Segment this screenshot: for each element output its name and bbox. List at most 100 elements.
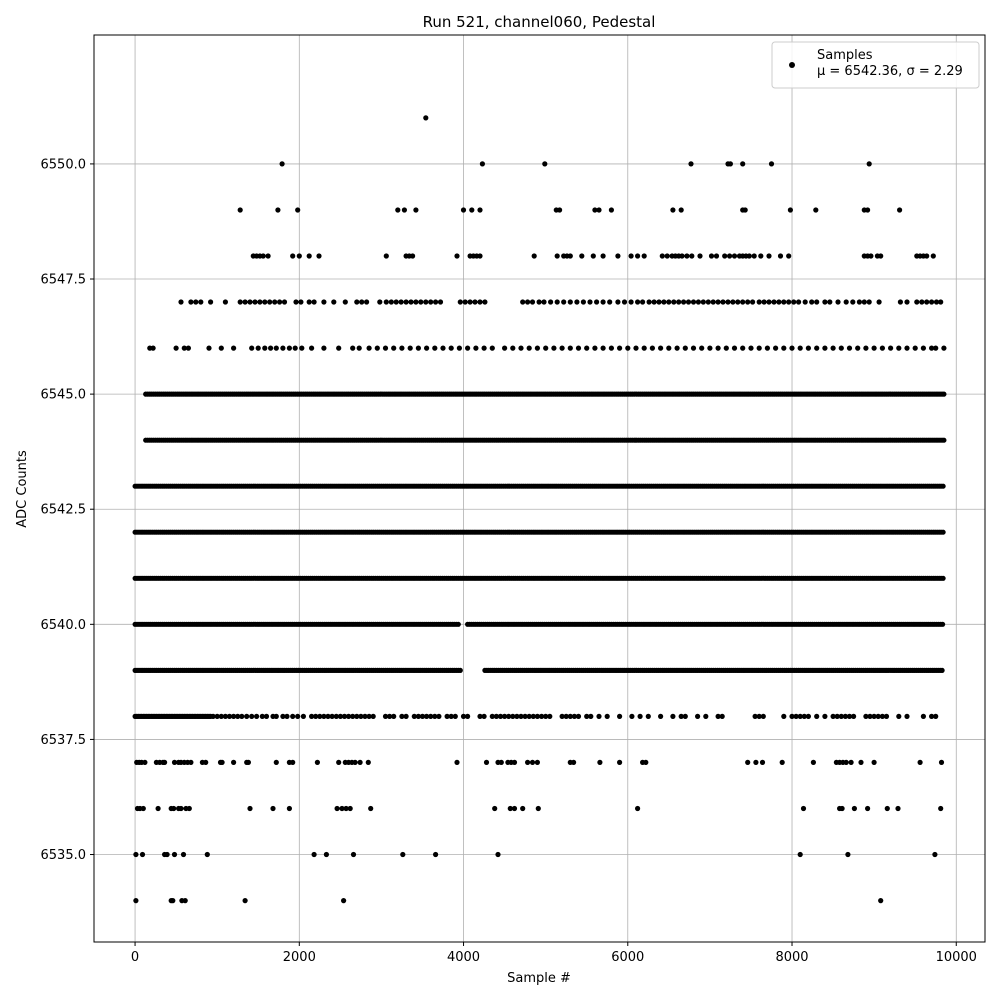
data-point: [705, 299, 711, 305]
data-point: [938, 805, 944, 812]
data-point: [334, 805, 340, 812]
plot-frame: [93, 34, 986, 943]
data-point: [689, 253, 695, 259]
data-point: [296, 253, 302, 259]
data-point: [313, 713, 319, 720]
data-point: [321, 299, 327, 305]
data-point: [671, 299, 677, 305]
data-point: [454, 759, 460, 766]
data-point: [242, 898, 248, 904]
data-point: [522, 713, 528, 720]
data-point: [597, 759, 603, 766]
data-point: [341, 713, 348, 720]
data-point: [415, 345, 421, 351]
data-point: [280, 345, 286, 351]
legend-marker: [789, 62, 795, 68]
data-point: [871, 345, 877, 351]
data-point: [483, 759, 490, 766]
data-point: [462, 299, 468, 305]
data-point: [851, 713, 857, 720]
data-point: [350, 851, 357, 858]
data-point: [746, 253, 752, 259]
y-axis-label: ADC Counts: [15, 450, 30, 528]
data-point: [492, 805, 498, 812]
data-point: [252, 299, 258, 305]
data-point: [600, 299, 606, 305]
data-point: [231, 759, 237, 766]
data-point: [866, 299, 872, 305]
data-point: [571, 759, 577, 766]
data-point: [226, 713, 233, 720]
data-point: [801, 713, 807, 720]
data-point: [793, 713, 799, 720]
data-point: [531, 253, 537, 259]
data-point: [398, 299, 404, 305]
data-point: [912, 345, 918, 351]
data-point: [674, 345, 680, 351]
data-point: [904, 713, 910, 720]
data-point: [756, 713, 762, 720]
data-point: [924, 253, 930, 259]
data-point: [366, 713, 372, 720]
data-point: [377, 299, 383, 305]
data-point: [641, 345, 647, 351]
data-point: [646, 299, 652, 305]
data-point: [607, 299, 613, 305]
data-point: [731, 345, 738, 351]
data-point: [621, 299, 628, 305]
data-point: [502, 713, 508, 720]
data-point: [715, 713, 721, 720]
data-point: [924, 299, 930, 305]
data-point: [727, 161, 734, 167]
data-point: [661, 299, 667, 305]
data-point: [722, 253, 728, 259]
data-point: [633, 345, 639, 351]
data-point: [751, 253, 757, 259]
data-point: [309, 345, 315, 351]
data-point: [433, 299, 439, 305]
y-axis-ticks: 6535.0 6537.5 6540.0 6542.5 6545.0 6547.5 6550…: [41, 157, 94, 863]
data-point: [467, 299, 473, 305]
x-axis-ticks: 0 2000 4000 6000 8000 10000: [131, 942, 977, 965]
data-point: [270, 805, 276, 812]
data-point: [670, 713, 676, 720]
data-point: [781, 345, 787, 351]
data-point: [679, 253, 685, 259]
data-point: [710, 299, 716, 305]
data-point: [290, 759, 296, 766]
x-axis-label: Sample #: [507, 971, 571, 986]
data-point: [520, 805, 526, 812]
data-point: [249, 345, 255, 351]
data-point: [219, 759, 225, 766]
data-point: [781, 299, 787, 305]
data-point: [861, 299, 867, 305]
data-point: [133, 851, 139, 858]
data-point: [682, 345, 688, 351]
data-point: [255, 345, 261, 351]
y-tick-label: 6545.0: [41, 388, 87, 403]
data-point: [541, 299, 547, 305]
data-point: [559, 345, 565, 351]
data-point: [479, 161, 485, 167]
data-point: [140, 805, 146, 812]
data-point: [477, 207, 483, 213]
data-point: [247, 299, 253, 305]
data-point: [171, 851, 178, 858]
data-point: [838, 345, 844, 351]
data-point: [237, 299, 243, 305]
data-point: [257, 299, 263, 305]
data-point: [497, 713, 504, 720]
data-point: [941, 437, 947, 443]
data-point: [477, 253, 483, 259]
data-point: [543, 345, 549, 351]
data-point: [423, 299, 429, 305]
data-point: [290, 253, 296, 259]
data-point: [855, 345, 861, 351]
data-point: [587, 299, 593, 305]
data-point: [879, 345, 886, 351]
data-point: [341, 898, 347, 904]
data-point: [511, 805, 518, 812]
data-point: [418, 299, 424, 305]
